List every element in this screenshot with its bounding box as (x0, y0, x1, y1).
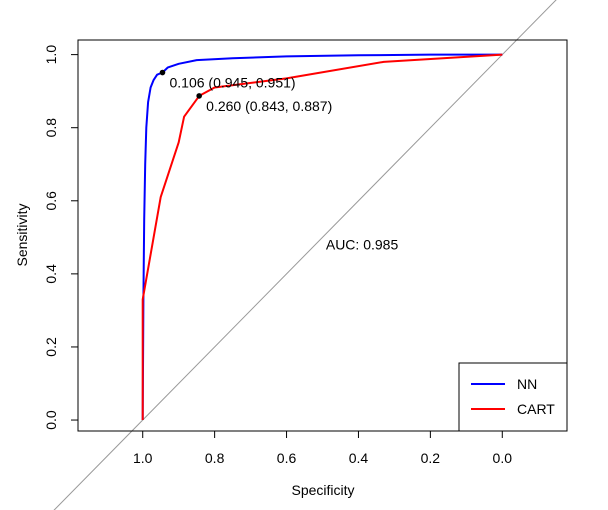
threshold-point (159, 69, 166, 76)
y-tick-label: 0.8 (43, 118, 59, 138)
y-tick-label: 0.2 (43, 337, 59, 357)
threshold-point (196, 93, 202, 99)
series-line-cart (141, 53, 503, 420)
threshold-label: 0.260 (0.843, 0.887) (206, 98, 332, 114)
y-tick-label: 0.0 (43, 410, 59, 430)
x-axis-label: Specificity (291, 482, 354, 498)
legend: NN CART (458, 362, 568, 432)
y-tick-label: 0.6 (43, 191, 59, 211)
legend-label-cart: CART (517, 401, 555, 417)
y-tick-label: 0.4 (43, 264, 59, 284)
x-tick-label: 1.0 (133, 450, 153, 466)
x-tick-label: 0.6 (277, 450, 297, 466)
y-tick-label: 1.0 (43, 45, 59, 65)
x-tick-label: 0.0 (493, 450, 513, 466)
threshold-label: 0.106 (0.945, 0.951) (169, 75, 295, 91)
series-line-nn (141, 53, 503, 421)
x-tick-label: 0.8 (205, 450, 225, 466)
legend-label-nn: NN (517, 376, 537, 392)
y-axis-label: Sensitivity (14, 203, 30, 266)
legend-box (458, 362, 568, 432)
x-tick-label: 0.4 (349, 450, 369, 466)
auc-label: AUC: 0.985 (326, 237, 399, 253)
x-tick-label: 0.2 (421, 450, 441, 466)
